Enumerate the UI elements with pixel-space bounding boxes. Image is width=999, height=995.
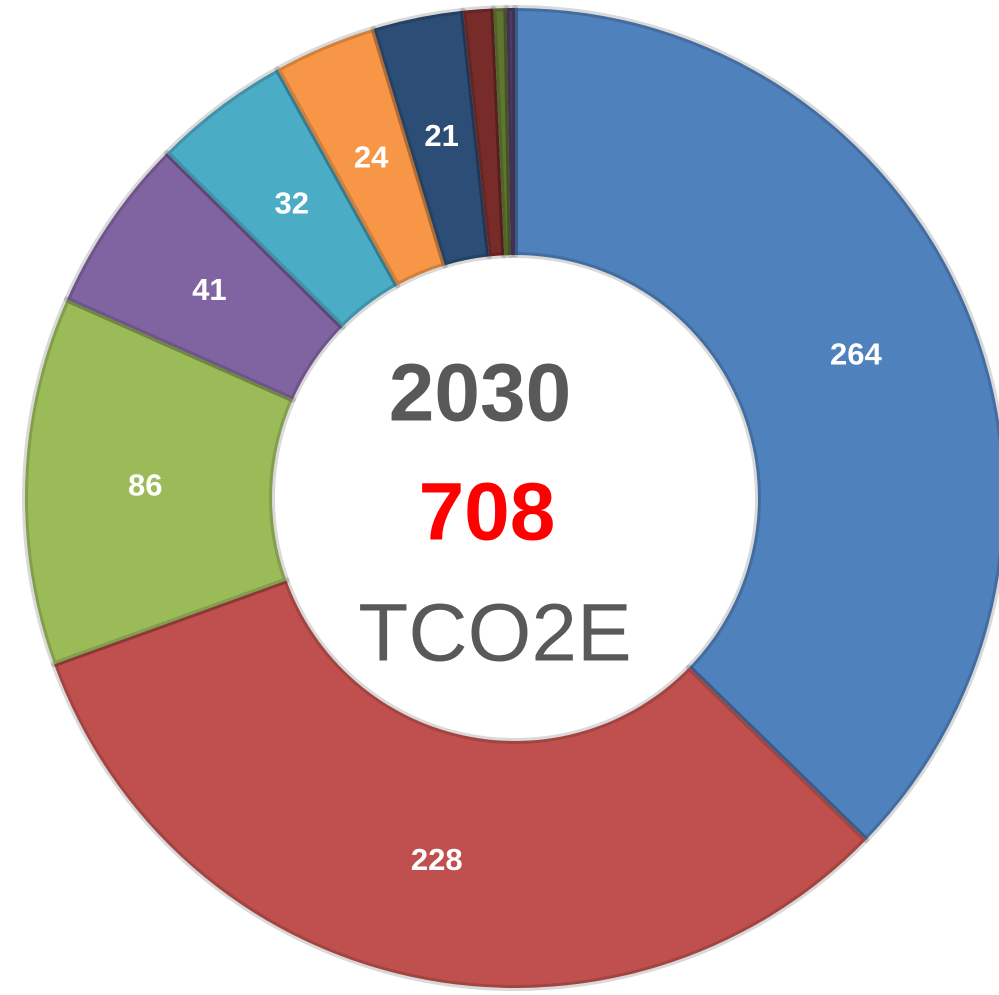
slice bbox=[490, 5, 514, 259]
slice bbox=[512, 5, 999, 843]
center-unit: TCO2E bbox=[358, 588, 631, 679]
slices bbox=[22, 5, 999, 991]
slice bbox=[503, 5, 518, 259]
slice bbox=[51, 577, 870, 991]
value-label: 264 bbox=[830, 337, 882, 372]
center-value: 708 bbox=[419, 467, 556, 558]
center-title: 2030 bbox=[389, 348, 571, 439]
slice bbox=[22, 296, 296, 668]
labels: 264 228 86 41 32 24 21 bbox=[128, 118, 883, 877]
value-label: 24 bbox=[354, 140, 389, 175]
value-label: 228 bbox=[411, 842, 463, 877]
value-label: 32 bbox=[274, 185, 308, 220]
value-label: 86 bbox=[128, 467, 162, 502]
slice bbox=[64, 150, 346, 403]
value-label: 21 bbox=[424, 118, 458, 153]
slice bbox=[163, 66, 401, 330]
value-label: 41 bbox=[192, 272, 226, 307]
